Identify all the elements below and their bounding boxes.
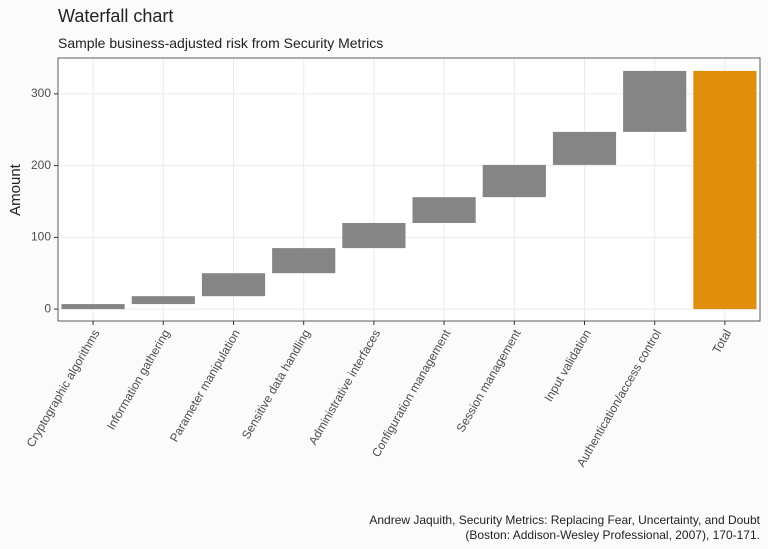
x-tick-label: Configuration management <box>369 327 454 460</box>
chart-subtitle: Sample business-adjusted risk from Secur… <box>58 35 383 51</box>
x-tick-label: Input validation <box>541 327 593 404</box>
caption: Andrew Jaquith, Security Metrics: Replac… <box>369 513 760 527</box>
panel-border <box>57 57 761 322</box>
x-tick-label: Information gathering <box>104 327 173 432</box>
caption: (Boston: Addison-Wesley Professional, 20… <box>465 528 760 542</box>
x-tick-label: Total <box>709 327 734 356</box>
y-tick-label: 0 <box>44 301 51 315</box>
y-tick-label: 100 <box>31 230 51 244</box>
bar <box>61 304 125 310</box>
bar <box>693 70 757 310</box>
x-tick-label: Parameter manipulation <box>167 327 243 444</box>
bar <box>131 296 195 305</box>
x-tick-label: Cryptographic algorithms <box>24 327 103 450</box>
bar <box>272 248 336 274</box>
bar <box>623 70 687 132</box>
x-tick-label: Session management <box>453 327 523 435</box>
y-tick-label: 200 <box>31 158 51 172</box>
chart-title: Waterfall chart <box>58 6 173 26</box>
x-tick-label: Authentication/access control <box>574 327 664 469</box>
bar <box>482 164 546 198</box>
x-tick-label: Sensitive data handling <box>239 327 313 441</box>
x-tick-label: Administrative interfaces <box>306 327 383 447</box>
bar <box>412 197 476 224</box>
y-tick-label: 300 <box>31 86 51 100</box>
y-axis-label: Amount <box>7 163 24 216</box>
bar <box>552 131 617 165</box>
bar <box>201 273 266 297</box>
bar <box>342 223 406 249</box>
